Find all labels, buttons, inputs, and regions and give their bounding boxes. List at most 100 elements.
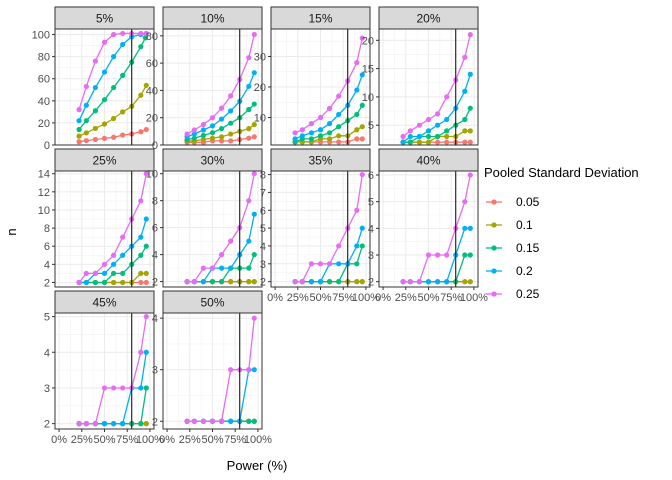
data-point [228,265,234,271]
data-point [246,83,252,89]
x-tick-label: 75% [440,292,462,304]
legend-label: 0.25 [516,287,540,301]
x-tick-label: 75% [224,434,246,446]
panel-grid [379,29,478,145]
y-axis: 2 3 4 [152,313,163,428]
y-tick-label: 5 [44,312,50,324]
y-tick-label: 5 [368,120,374,132]
data-point [138,129,144,135]
y-tick-label: 10 [362,92,374,104]
data-point [317,261,324,267]
x-tick-label: 75% [116,434,138,446]
data-point [92,84,99,91]
y-tick-label: 3 [368,250,374,262]
panel-border [54,170,155,288]
data-point [110,84,117,91]
data-point [326,105,333,111]
legend-label: 0.05 [516,195,540,209]
data-point [467,128,473,134]
data-point [218,418,225,424]
data-point [467,71,473,77]
series-sd-0.2 [400,71,473,145]
data-point [425,133,432,140]
series-sd-0.25 [184,315,257,424]
data-point [336,124,342,130]
data-point [326,121,333,127]
y-tick-label: 5 [368,197,374,209]
series-sd-0.25 [292,35,365,136]
x-tick-label: 50% [417,292,439,304]
data-point [110,252,117,258]
y-tick-label: 40 [146,85,158,97]
data-point [444,133,450,140]
data-point [110,421,117,427]
data-point [416,279,423,285]
data-point [92,270,99,277]
y-tick-label: 6 [152,223,158,235]
data-point [246,126,252,132]
data-point [209,265,216,271]
panel-strip-label: 25% [92,154,116,168]
data-point [200,136,207,143]
data-point [228,138,234,144]
data-point [110,115,117,122]
data-point [228,418,234,424]
data-point [467,279,473,285]
y-axis: 2 3 4 5 [44,312,55,431]
panel-strip-label: 15% [308,12,332,26]
panel-8: 40% 2 3 4 5 6 0% 25% 50% 75%100% [368,148,488,304]
data-point [251,70,257,76]
panel-border [162,170,263,288]
data-point [308,136,315,142]
data-point [191,279,197,285]
data-point [143,126,149,133]
legend-key-point [491,291,497,297]
data-point [462,128,468,134]
y-tick-label: 6 [44,241,50,253]
data-point [83,102,89,108]
data-point [299,133,305,139]
y-axis: 2 4 6 8 10 12 14 [38,169,55,289]
data-point [251,134,257,140]
y-tick-label: 0 [44,140,50,152]
x-tick-label: 100% [244,434,272,446]
data-point [101,261,108,267]
y-tick-label: 4 [44,347,50,359]
data-point [218,134,225,140]
data-point [101,121,108,127]
data-point [138,30,144,37]
y-tick-label: 5 [260,223,266,235]
data-point [184,131,190,137]
data-point [407,128,413,134]
data-point [425,128,432,134]
panel-strip-label: 50% [200,296,224,310]
series-sd-0.25 [400,172,473,285]
data-point [359,279,365,285]
data-point [467,172,473,178]
data-point [191,135,197,141]
data-point [76,126,82,133]
x-tick-label: 0% [375,292,391,304]
data-point [138,234,144,240]
data-point [138,421,144,427]
y-tick-label: 15 [362,64,374,76]
x-axis: 0% 25% 50% 75%100% [267,287,380,304]
x-axis: 0% 25% 50% 75%100% [159,429,272,446]
data-point [83,270,89,277]
x-tick-label: 0% [51,434,67,446]
series-sd-0.25 [76,30,149,113]
data-point [83,130,89,136]
y-tick-label: 3 [152,365,158,377]
panel-strip-label: 30% [200,154,224,168]
panel-strip-label: 10% [200,12,224,26]
x-axis-title: Power (%) [227,458,288,473]
data-point [251,31,257,38]
legend-key-point [491,222,497,228]
data-point [228,238,234,244]
data-point [407,133,413,140]
data-point [434,122,441,128]
data-point [462,225,468,231]
x-tick-label: 0% [159,434,175,446]
data-point [336,139,342,145]
data-point [200,127,207,133]
